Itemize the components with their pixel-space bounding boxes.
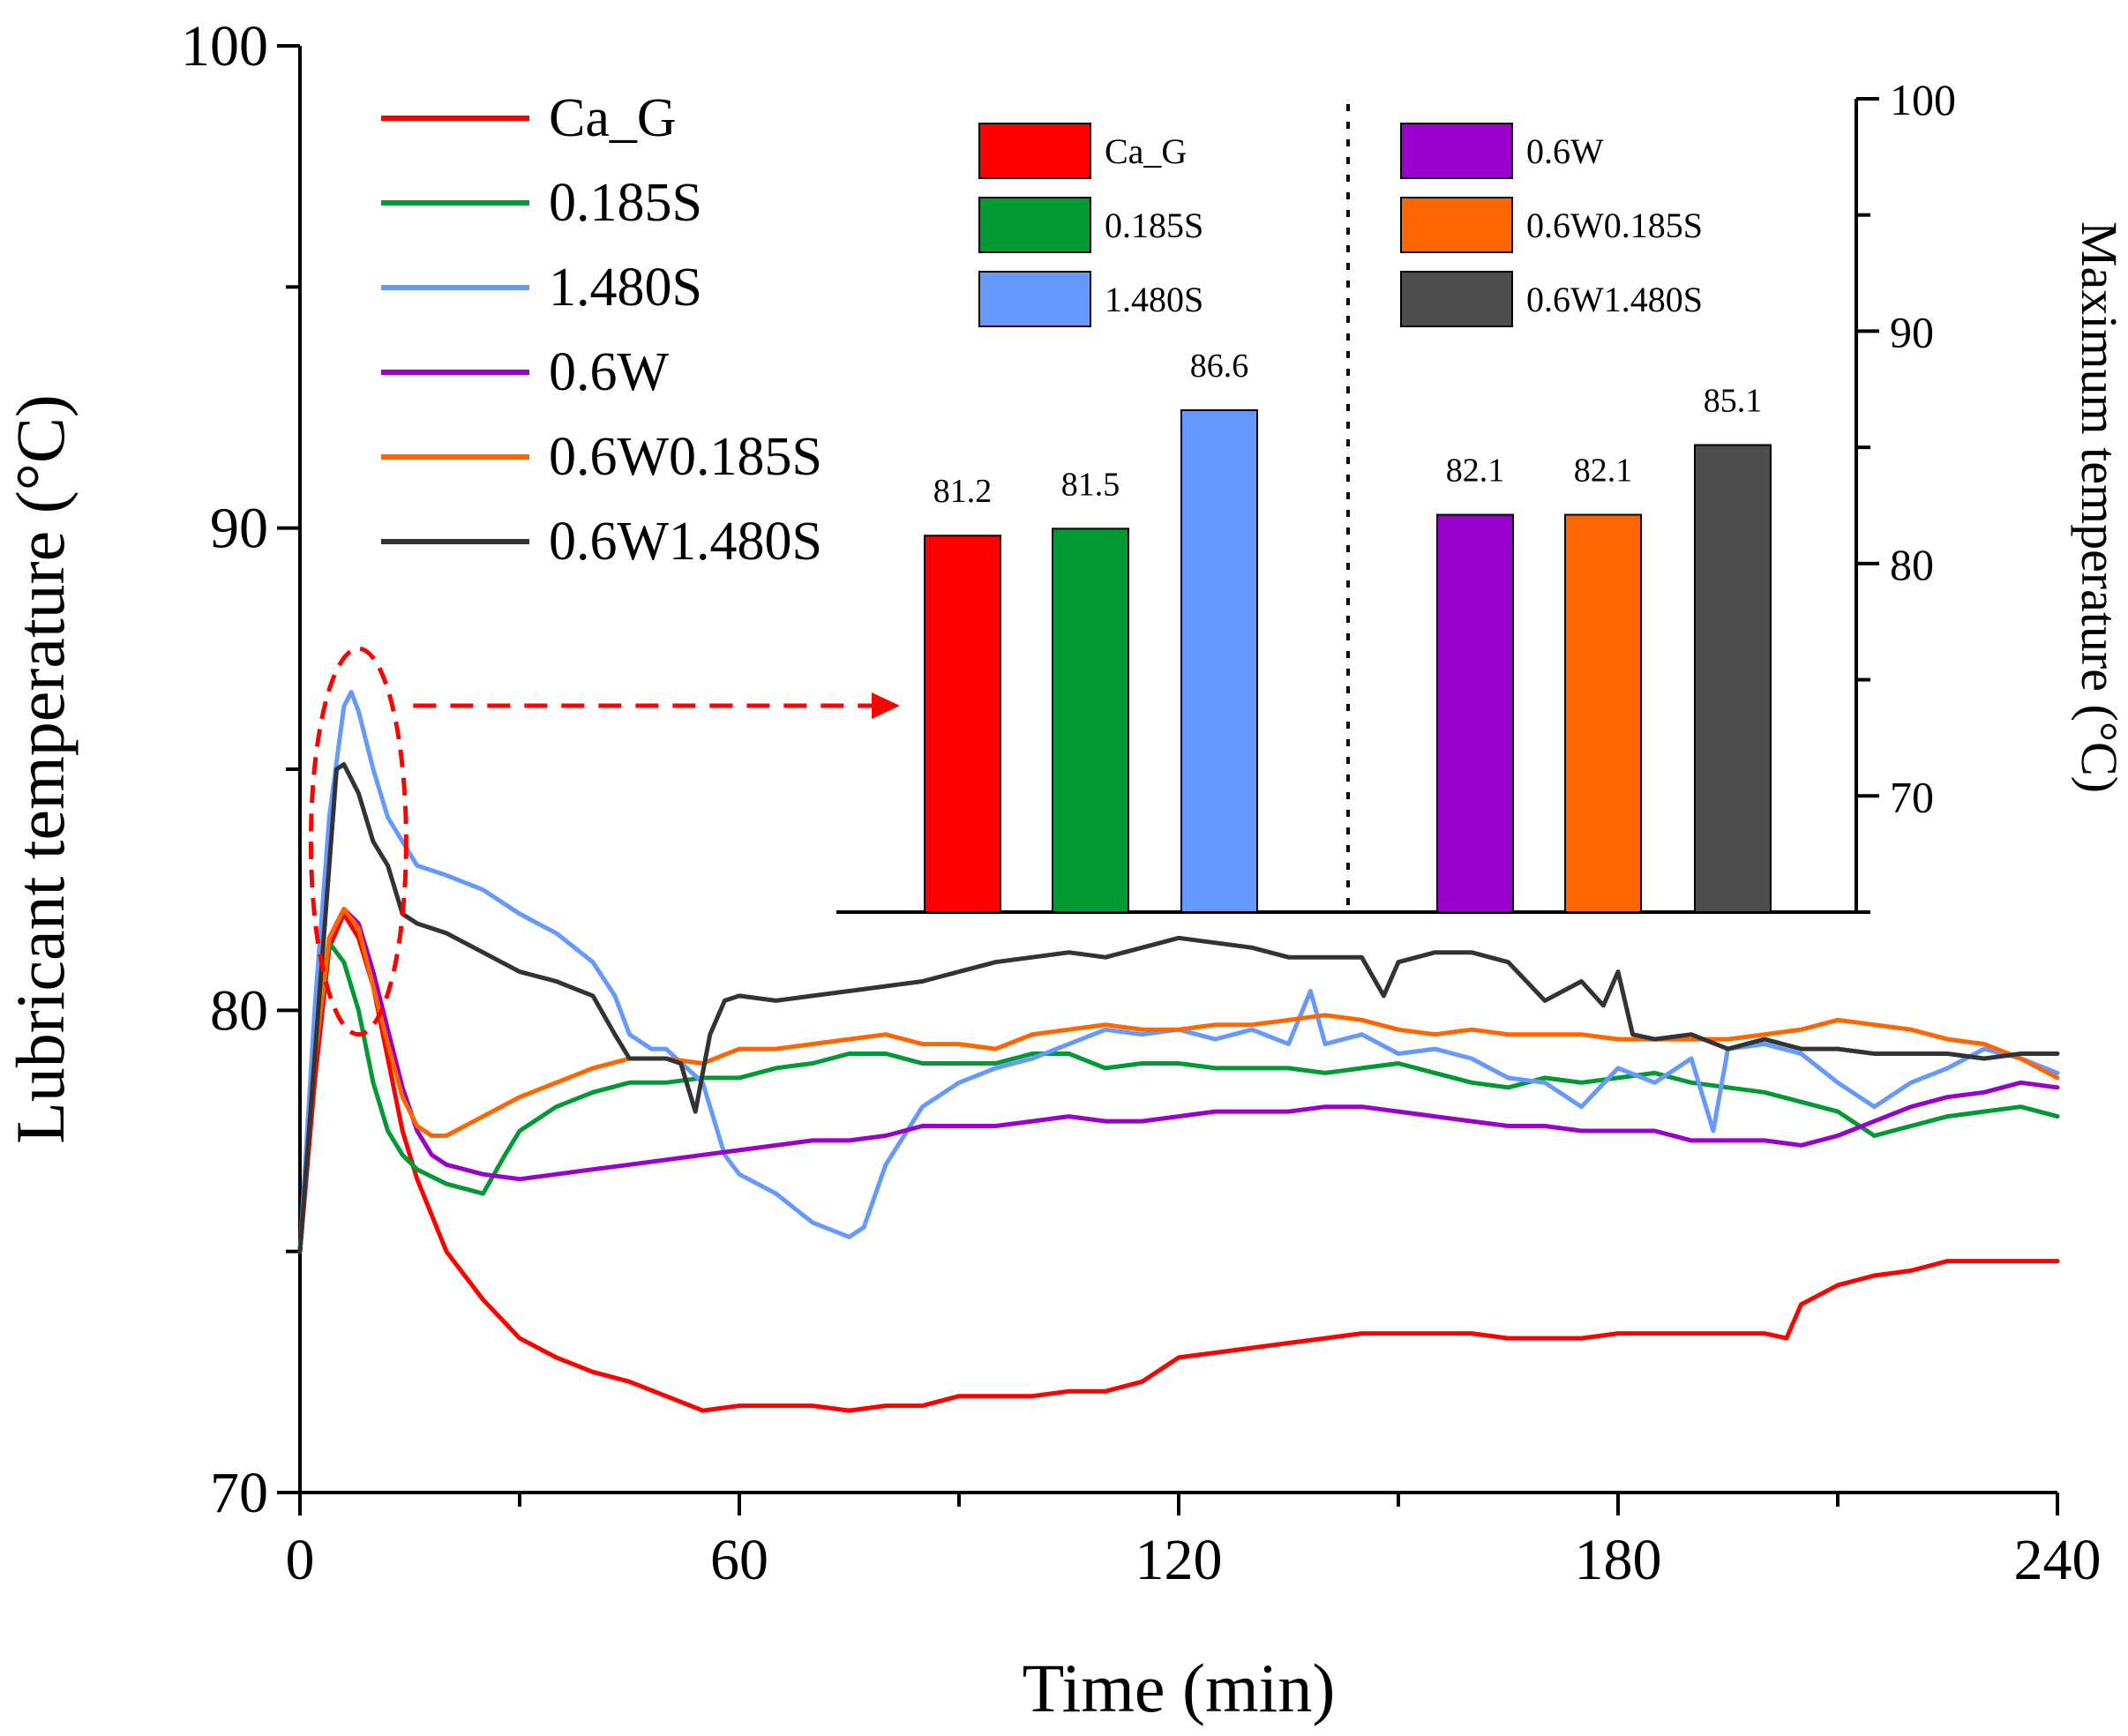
inset-y-tick-label: 80 <box>1890 540 1934 589</box>
main-plot: 0 60 120 180 240 70 80 90 100 Time (min) Lubrica… <box>2 14 2102 1726</box>
inset-y-tick-label: 70 <box>1890 772 1934 821</box>
x-axis-title: Time (min) <box>1023 1650 1336 1726</box>
inset-ticks: 70 80 90 100 <box>1856 75 1956 914</box>
y-tick-label: 80 <box>210 978 268 1043</box>
y-tick-label: 100 <box>181 14 268 79</box>
inset-legend-swatch <box>978 123 1091 179</box>
bar-value-label: 81.5 <box>1061 466 1120 503</box>
legend-label: 0.6W1.480S <box>549 512 822 572</box>
x-tick-label: 180 <box>1575 1528 1662 1592</box>
inset-legend: Ca_G 0.185S 1.480S 0.6W 0.6W0.185S 0.6W1.480S <box>978 123 1703 327</box>
main-tick-labels: 0 60 120 180 240 70 80 90 100 <box>181 14 2102 1592</box>
inset-y-axis-title: Maximum temperature (°C) <box>2071 221 2128 793</box>
main-legend: Ca_G 0.185S 1.480S 0.6W 0.6W0.185S 0.6W1.480S <box>381 88 822 572</box>
bar-1-480s <box>1180 408 1258 914</box>
y-tick-label: 70 <box>210 1461 268 1525</box>
inset-legend-swatch <box>978 271 1091 327</box>
series-line-0-6w1-480s <box>297 762 2060 1254</box>
legend-label: 1.480S <box>549 258 702 318</box>
x-tick-label: 0 <box>286 1528 315 1592</box>
series-line-1-480s <box>297 690 2060 1254</box>
inset-legend-label: 0.185S <box>1105 206 1203 245</box>
bar-value-label: 85.1 <box>1704 383 1763 420</box>
inset-y-tick-label: 90 <box>1890 307 1934 356</box>
inset-legend-label: 1.480S <box>1105 280 1203 319</box>
inset-legend-label: Ca_G <box>1105 131 1187 171</box>
inset-legend-label: 0.6W0.185S <box>1526 206 1703 245</box>
inset-bar-chart: 70 80 90 100 81.2 81.5 86.6 82.1 82.1 85.1 Ca_G 0… <box>836 75 2128 914</box>
y-axis-title: Lubricant temperature (°C) <box>2 394 79 1144</box>
bar-value-label: 86.6 <box>1190 348 1249 385</box>
bar-value-label: 82.1 <box>1446 453 1505 490</box>
main-ticks <box>277 44 2059 1515</box>
legend-label: Ca_G <box>549 88 677 148</box>
highlight-ellipse <box>308 646 408 1037</box>
annotation <box>308 646 900 1037</box>
x-tick-label: 120 <box>1135 1528 1223 1592</box>
x-tick-label: 60 <box>710 1528 768 1592</box>
legend-label: 0.6W <box>549 342 670 402</box>
series-line-0-185s <box>297 940 2060 1254</box>
inset-legend-swatch <box>1400 197 1513 253</box>
inset-legend-swatch <box>978 197 1091 253</box>
bar-0-6w <box>1436 513 1514 914</box>
inset-y-tick-label: 100 <box>1890 75 1956 124</box>
y-tick-label: 90 <box>210 497 268 561</box>
inset-legend-label: 0.6W <box>1526 131 1604 171</box>
bar-value-label: 82.1 <box>1574 453 1633 490</box>
inset-bars: 81.2 81.5 86.6 82.1 82.1 85.1 <box>924 348 1772 914</box>
bar-0-6w1-480s <box>1694 444 1772 914</box>
legend-label: 0.185S <box>549 173 702 233</box>
inset-legend-swatch <box>1400 123 1513 179</box>
bar-0-6w0-185s <box>1564 513 1642 914</box>
legend-label: 0.6W0.185S <box>549 427 822 487</box>
series-line-0-6w <box>297 907 2060 1254</box>
bar-value-label: 81.2 <box>933 473 993 510</box>
series-line-0-6w0-185s <box>297 907 2060 1254</box>
inset-legend-swatch <box>1400 271 1513 327</box>
x-tick-label: 240 <box>2014 1528 2102 1592</box>
main-series <box>297 690 2060 1413</box>
bar-ca-g <box>924 535 1001 913</box>
series-line-ca-g <box>297 911 2060 1413</box>
annotation-arrow-head <box>872 692 900 719</box>
bar-0-185s <box>1052 528 1129 913</box>
inset-legend-label: 0.6W1.480S <box>1526 280 1703 319</box>
